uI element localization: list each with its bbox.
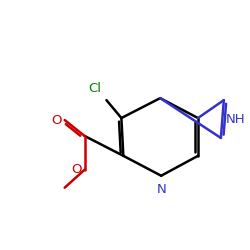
Text: O: O <box>71 163 82 176</box>
Text: NH: NH <box>226 113 246 126</box>
Text: N: N <box>156 183 166 196</box>
Text: O: O <box>51 114 62 126</box>
Text: Cl: Cl <box>88 82 102 95</box>
